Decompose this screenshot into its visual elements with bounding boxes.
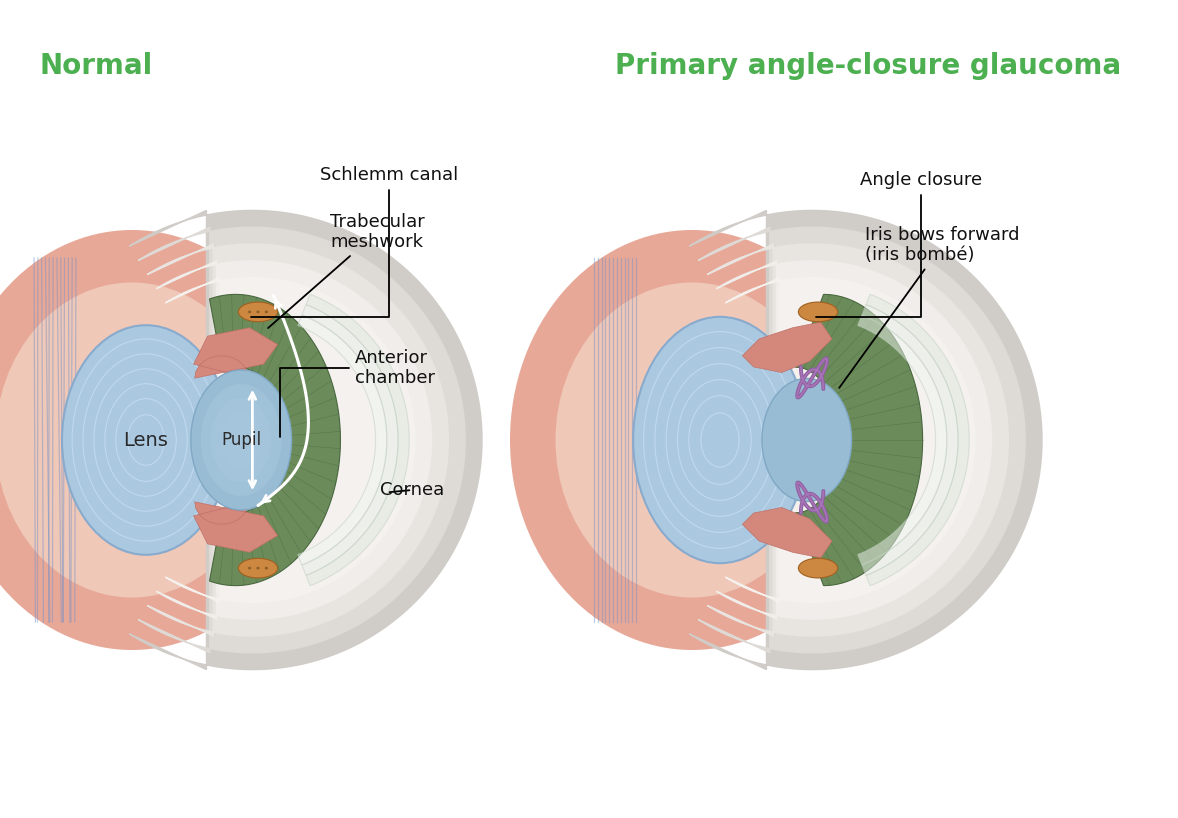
Text: Lens: Lens xyxy=(124,430,168,450)
Text: Cornea: Cornea xyxy=(380,481,444,499)
Polygon shape xyxy=(726,277,975,602)
Ellipse shape xyxy=(191,370,292,510)
Ellipse shape xyxy=(265,567,269,569)
Polygon shape xyxy=(298,315,386,565)
Text: Primary angle-closure glaucoma: Primary angle-closure glaucoma xyxy=(615,52,1121,80)
Ellipse shape xyxy=(265,311,269,313)
Ellipse shape xyxy=(211,398,271,482)
Polygon shape xyxy=(689,210,1043,670)
Text: Trabecular
meshwork: Trabecular meshwork xyxy=(269,213,425,328)
Polygon shape xyxy=(699,227,1025,653)
Ellipse shape xyxy=(762,379,852,501)
Text: Normal: Normal xyxy=(40,52,153,80)
Ellipse shape xyxy=(799,559,838,578)
Ellipse shape xyxy=(238,559,278,578)
Polygon shape xyxy=(302,304,398,575)
Text: Iris bows forward
(iris bombé): Iris bows forward (iris bombé) xyxy=(839,226,1019,388)
Polygon shape xyxy=(862,304,958,575)
Ellipse shape xyxy=(634,317,807,564)
Polygon shape xyxy=(866,294,969,586)
Ellipse shape xyxy=(247,311,251,313)
Ellipse shape xyxy=(510,230,874,650)
Ellipse shape xyxy=(238,302,278,321)
Ellipse shape xyxy=(247,567,251,569)
Polygon shape xyxy=(193,502,278,552)
Polygon shape xyxy=(147,244,449,636)
Text: Angle closure: Angle closure xyxy=(816,171,982,317)
Polygon shape xyxy=(193,328,278,378)
Ellipse shape xyxy=(0,282,269,597)
Polygon shape xyxy=(707,244,1008,636)
Ellipse shape xyxy=(556,282,828,597)
Ellipse shape xyxy=(799,302,838,321)
Polygon shape xyxy=(742,507,832,558)
Ellipse shape xyxy=(0,230,315,650)
Polygon shape xyxy=(157,261,431,619)
Text: Pupil: Pupil xyxy=(221,431,262,449)
Text: Schlemm canal: Schlemm canal xyxy=(251,166,458,317)
Polygon shape xyxy=(795,294,922,586)
Text: Anterior
chamber: Anterior chamber xyxy=(280,348,435,437)
Polygon shape xyxy=(742,322,832,372)
Ellipse shape xyxy=(201,384,282,496)
Ellipse shape xyxy=(257,311,259,313)
Polygon shape xyxy=(858,315,947,565)
Polygon shape xyxy=(165,277,415,602)
Ellipse shape xyxy=(221,412,262,468)
Ellipse shape xyxy=(257,567,259,569)
Polygon shape xyxy=(138,227,465,653)
Polygon shape xyxy=(306,294,409,586)
Polygon shape xyxy=(716,261,992,619)
Polygon shape xyxy=(130,210,482,670)
Polygon shape xyxy=(210,294,340,586)
Ellipse shape xyxy=(62,326,230,555)
